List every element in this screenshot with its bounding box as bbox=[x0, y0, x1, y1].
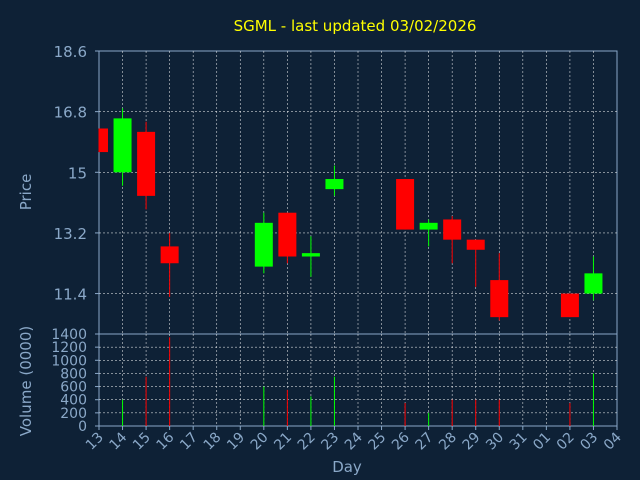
y-axis-label: Price bbox=[17, 174, 35, 211]
price-panel: 18.6 16.8 15 13.2 11.4 bbox=[54, 43, 618, 335]
x-tick-label: 25 bbox=[365, 430, 389, 454]
x-tick-label: 26 bbox=[389, 429, 413, 453]
candle-body bbox=[99, 128, 108, 153]
x-tick-label: 22 bbox=[295, 430, 319, 454]
price-tick-label: 18.6 bbox=[54, 43, 87, 61]
x-tick-label: 30 bbox=[483, 430, 507, 454]
candle-body bbox=[396, 179, 415, 230]
x-tick-label: 04 bbox=[601, 429, 625, 453]
candle-body bbox=[160, 246, 179, 264]
x-tick-label: 24 bbox=[342, 429, 366, 453]
x-tick-label: 21 bbox=[271, 430, 295, 454]
x-tick-label: 03 bbox=[577, 430, 601, 454]
x-tick-label: 02 bbox=[554, 430, 578, 454]
volume-tick-label: 200 bbox=[60, 406, 87, 422]
candles bbox=[98, 108, 603, 321]
price-tick-label: 11.4 bbox=[54, 286, 87, 304]
x-tick-label: 01 bbox=[530, 430, 554, 454]
volume-grid bbox=[99, 334, 617, 426]
volume-tick-label: 800 bbox=[60, 366, 87, 382]
x-tick-label: 29 bbox=[460, 430, 484, 454]
candle-body bbox=[419, 222, 438, 230]
volume-tick-label: 1200 bbox=[51, 340, 87, 356]
candle-body bbox=[560, 293, 579, 318]
price-tick-label: 15 bbox=[68, 164, 87, 182]
x-tick-label: 14 bbox=[106, 429, 130, 453]
x-tick-label: 15 bbox=[130, 430, 154, 454]
candle-body bbox=[278, 212, 297, 257]
x-tick-label: 23 bbox=[318, 430, 342, 454]
candle-body bbox=[113, 118, 132, 173]
volume-tick-label: 1400 bbox=[51, 327, 87, 343]
volume-tick-label: 400 bbox=[60, 393, 87, 409]
volume-axis-label: Volume (0000) bbox=[17, 326, 35, 436]
x-tick-label: 20 bbox=[248, 430, 272, 454]
x-tick-label: 19 bbox=[224, 430, 248, 454]
x-tick-label: 16 bbox=[154, 429, 178, 453]
x-axis-ticks: 13 14 15 16 17 18 19 20 21 22 23 24 25 26 27 28 29 30 31 01… bbox=[83, 426, 625, 453]
x-tick-label: 28 bbox=[436, 430, 460, 454]
volume-tick-label: 0 bbox=[78, 419, 87, 435]
volume-tick-label: 1000 bbox=[51, 353, 87, 369]
volume-tick-label: 600 bbox=[60, 380, 87, 396]
candle-body bbox=[584, 273, 603, 294]
price-tick-label: 16.8 bbox=[54, 104, 87, 122]
x-tick-label: 18 bbox=[201, 430, 225, 454]
price-tick-label: 13.2 bbox=[54, 225, 87, 243]
candle-body bbox=[443, 219, 462, 240]
candle-body bbox=[254, 222, 273, 267]
candle-body bbox=[466, 239, 485, 250]
x-axis-label: Day bbox=[332, 458, 362, 476]
candle-body bbox=[490, 280, 509, 318]
chart-title: SGML - last updated 03/02/2026 bbox=[234, 17, 477, 35]
x-tick-label: 27 bbox=[413, 430, 437, 454]
volume-bars bbox=[122, 337, 594, 426]
x-tick-label: 17 bbox=[177, 430, 201, 454]
price-grid bbox=[99, 51, 617, 334]
price-axis-ticks: 18.6 16.8 15 13.2 11.4 bbox=[54, 43, 99, 304]
x-tick-label: 31 bbox=[507, 430, 531, 454]
candle-body bbox=[301, 253, 320, 257]
candle-body bbox=[325, 179, 344, 190]
candle-body bbox=[137, 131, 156, 196]
